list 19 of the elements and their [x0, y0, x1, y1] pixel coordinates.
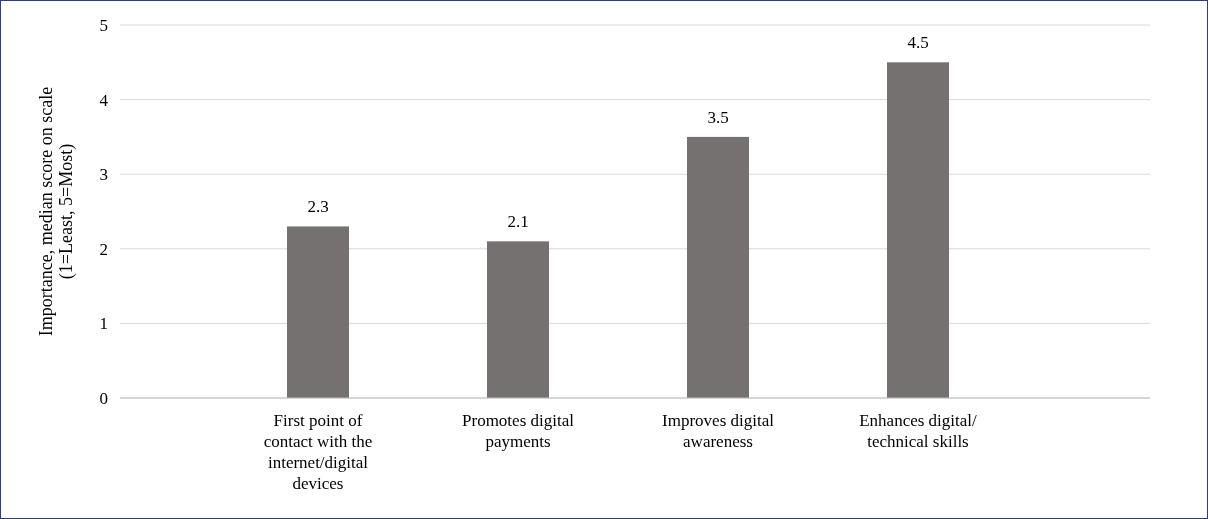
- y-tick-label: 0: [99, 388, 108, 408]
- x-tick-label: Enhances digital/ technical skills: [859, 411, 978, 451]
- y-axis-title: Importance, median score on scale (1=Least, 5=Most): [36, 86, 77, 337]
- data-label: 4.5: [907, 33, 929, 53]
- bar: [287, 226, 349, 398]
- y-tick-label: 5: [99, 15, 108, 35]
- bar: [687, 136, 749, 398]
- data-label: 2.1: [507, 212, 529, 232]
- data-label: 3.5: [707, 107, 729, 127]
- bar: [887, 62, 949, 398]
- y-tick-label: 4: [99, 90, 109, 110]
- y-tick-label: 2: [99, 239, 108, 259]
- bar: [487, 241, 549, 398]
- y-tick-label: 3: [99, 165, 108, 185]
- y-tick-label: 1: [99, 314, 108, 334]
- x-tick-label: Promotes digital payments: [462, 411, 575, 451]
- x-tick-label: Improves digital awareness: [662, 411, 775, 451]
- data-label: 2.3: [307, 197, 329, 217]
- x-tick-label: First point of contact with the internet/digital devices: [263, 411, 373, 493]
